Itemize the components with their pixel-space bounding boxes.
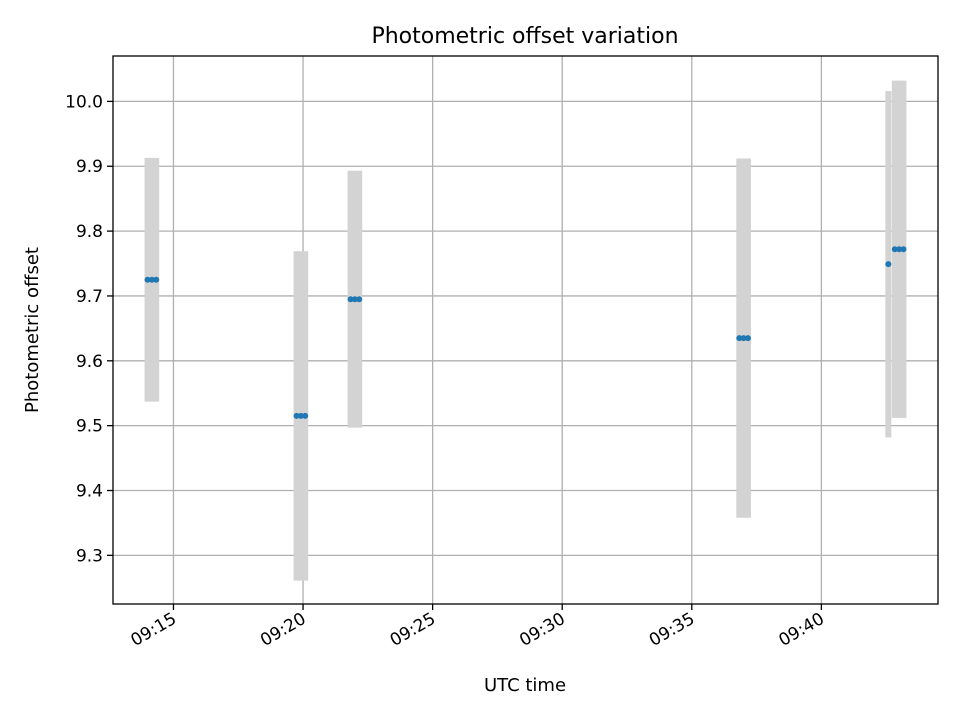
data-point [736, 335, 743, 342]
data-point [302, 412, 309, 419]
y-tick-label: 9.9 [76, 157, 103, 177]
data-point [293, 412, 300, 419]
data-point [351, 296, 358, 303]
errorbar-layer [144, 80, 907, 581]
data-point [744, 335, 751, 342]
x-axis-label: UTC time [484, 675, 566, 696]
data-point [891, 246, 898, 253]
y-axis: 9.3 9.4 9.5 9.6 9.7 9.8 9.9 10.0 [65, 92, 113, 566]
y-tick-label: 9.3 [76, 546, 103, 566]
x-tick-label: 09:35 [646, 609, 698, 651]
point-layer [144, 246, 907, 419]
y-tick-label: 9.4 [76, 482, 103, 502]
x-tick-label: 09:25 [387, 609, 439, 651]
chart-title: Photometric offset variation [371, 24, 678, 49]
data-point [900, 246, 907, 253]
grid-layer [113, 56, 938, 604]
x-tick-label: 09:20 [257, 609, 309, 651]
y-tick-label: 9.5 [76, 417, 103, 437]
data-point [148, 276, 155, 283]
y-tick-label: 9.8 [76, 222, 103, 242]
y-tick-label: 9.7 [76, 287, 103, 307]
y-tick-label: 9.6 [76, 352, 103, 372]
data-point [347, 296, 354, 303]
data-point [896, 246, 903, 253]
x-tick-label: 09:40 [775, 609, 827, 651]
y-axis-label: Photometric offset [22, 247, 43, 413]
data-point [144, 276, 151, 283]
data-point [297, 412, 304, 419]
x-axis: 09:15 09:20 09:25 09:30 09:35 09:40 [128, 604, 828, 651]
data-point [356, 296, 363, 303]
x-tick-label: 09:15 [128, 609, 180, 651]
data-point [740, 335, 747, 342]
y-tick-label: 10.0 [65, 92, 103, 112]
x-tick-label: 09:30 [516, 609, 568, 651]
plot-frame [112, 55, 939, 605]
data-point [153, 276, 160, 283]
data-point [885, 261, 892, 268]
